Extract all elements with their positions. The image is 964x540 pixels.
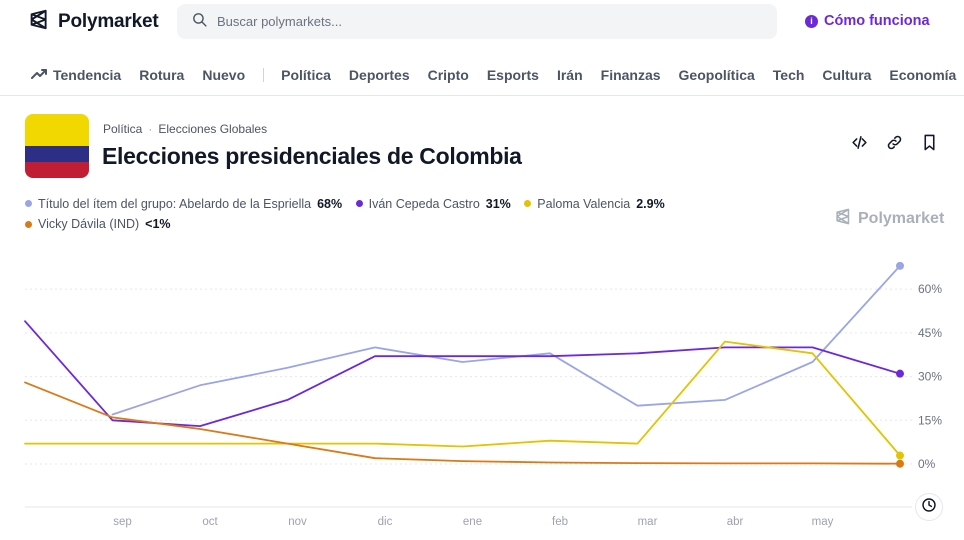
series-line: [24, 340, 901, 457]
series-line: [24, 381, 901, 465]
copy-link-button[interactable]: [885, 134, 903, 156]
legend-series-name: Título del ítem del grupo: Abelardo de l…: [38, 196, 312, 211]
code-icon: [851, 134, 868, 156]
nav-item-politica[interactable]: Política: [281, 67, 331, 83]
nav-item-rotura[interactable]: Rotura: [139, 67, 184, 83]
nav-divider: [263, 68, 265, 82]
series-endpoint: [896, 451, 904, 460]
x-tick-label: dic: [378, 516, 393, 528]
nav-item-label: Tech: [772, 67, 805, 83]
nav-item-label: Cripto: [427, 67, 469, 83]
series-line: [111, 264, 901, 416]
market-actions: [850, 134, 938, 156]
legend-swatch: [25, 220, 32, 228]
nav-item-tech[interactable]: Tech: [773, 67, 805, 83]
series-endpoint: [896, 369, 904, 378]
nav-item-label: Esports: [486, 67, 539, 83]
series-line: [24, 320, 901, 428]
how-it-works-label: Cómo funciona: [824, 13, 930, 29]
colombia-flag-image: [25, 114, 89, 178]
bookmark-icon: [922, 134, 937, 156]
nav-item-label: Cultura: [822, 67, 872, 83]
clock-icon: [921, 497, 937, 518]
x-tick-label: mar: [638, 516, 658, 528]
nav-item-cultura[interactable]: Cultura: [822, 67, 871, 83]
breadcrumb-separator: ·: [148, 122, 153, 136]
category-nav: Tendencia Rotura Nuevo Política Deportes…: [31, 64, 964, 86]
bookmark-button[interactable]: [920, 134, 938, 156]
nav-item-label: Rotura: [139, 67, 185, 83]
x-tick-label: oct: [202, 516, 218, 528]
nav-item-cripto[interactable]: Cripto: [428, 67, 469, 83]
search-bar[interactable]: [177, 4, 777, 39]
nav-item-label: Irán: [556, 67, 583, 83]
price-history-chart[interactable]: 60% 45% 30% 15% 0% sep oct nov dic ene feb mar abr ma…: [0, 250, 964, 532]
y-tick-label: 60%: [918, 282, 942, 296]
legend-series-name: Paloma Valencia: [537, 196, 631, 211]
search-icon: [191, 11, 208, 33]
legend-swatch: [25, 200, 32, 207]
y-tick-label: 15%: [918, 413, 942, 427]
nav-item-deportes[interactable]: Deportes: [349, 67, 410, 83]
y-tick-label: 30%: [918, 370, 942, 384]
nav-item-finanzas[interactable]: Finanzas: [601, 67, 661, 83]
x-tick-label: nov: [288, 516, 307, 528]
how-it-works-link[interactable]: i Cómo funciona: [805, 13, 930, 29]
legend-swatch: [524, 200, 532, 207]
legend-series-value: 2.9%: [636, 196, 665, 211]
watermark: Polymarket: [835, 208, 944, 230]
x-tick-label: may: [812, 516, 834, 528]
page-title: Elecciones presidenciales de Colombia: [102, 143, 522, 169]
x-tick-label: ene: [463, 516, 482, 528]
watermark-text: Polymarket: [858, 210, 945, 227]
series-endpoint: [896, 261, 904, 270]
brand-logo[interactable]: Polymarket: [29, 9, 159, 35]
link-icon: [886, 134, 903, 156]
polymarket-logo-icon: [835, 208, 852, 230]
nav-item-geopolitica[interactable]: Geopolítica: [679, 67, 755, 83]
top-bar: Polymarket i Cómo funciona: [0, 0, 964, 44]
trending-icon: [31, 67, 48, 83]
nav-item-label: Deportes: [348, 67, 410, 83]
nav-item-nuevo[interactable]: Nuevo: [202, 67, 245, 83]
info-icon: i: [805, 14, 818, 28]
nav-item-esports[interactable]: Esports: [487, 67, 539, 83]
legend-series-name: Iván Cepeda Castro: [368, 196, 480, 211]
nav-item-iran[interactable]: Irán: [557, 67, 583, 83]
polymarket-logo-icon: [29, 9, 50, 35]
legend-series-name: Vicky Dávila (IND): [38, 217, 140, 231]
legend-entry[interactable]: Iván Cepeda Castro 31%: [355, 194, 511, 214]
nav-item-label: Geopolítica: [678, 67, 755, 83]
legend-series-value: 68%: [317, 196, 343, 211]
nav-item-economia[interactable]: Economía: [889, 67, 956, 83]
y-tick-label: 45%: [918, 326, 942, 340]
series-endpoint: [896, 459, 904, 468]
legend-series-value: <1%: [145, 217, 171, 231]
nav-item-label: Finanzas: [600, 67, 661, 83]
legend-entry[interactable]: Vicky Dávila (IND) <1%: [25, 214, 171, 234]
nav-divider-line: [0, 95, 964, 96]
breadcrumb: Política · Elecciones Globales: [103, 122, 267, 136]
time-range-button[interactable]: [915, 493, 943, 521]
x-tick-label: sep: [113, 516, 132, 528]
breadcrumb-politica[interactable]: Política: [103, 122, 143, 136]
x-tick-label: abr: [727, 516, 744, 528]
breadcrumb-elecciones-globales[interactable]: Elecciones Globales: [158, 122, 268, 136]
legend-swatch: [355, 200, 363, 207]
nav-item-label: Tendencia: [53, 67, 122, 83]
y-tick-label: 0%: [918, 457, 936, 471]
chart-legend: Título del ítem del grupo: Abelardo de l…: [25, 193, 745, 234]
brand-name: Polymarket: [58, 11, 159, 32]
nav-item-tendencia[interactable]: Tendencia: [31, 67, 121, 83]
x-tick-label: feb: [552, 516, 568, 528]
nav-item-label: Nuevo: [202, 67, 246, 83]
nav-item-label: Economía: [889, 67, 957, 83]
legend-series-value: 31%: [485, 196, 511, 211]
legend-entry[interactable]: Paloma Valencia 2.9%: [524, 194, 665, 214]
search-input[interactable]: [217, 14, 737, 29]
embed-button[interactable]: [850, 136, 868, 154]
legend-entry[interactable]: Título del ítem del grupo: Abelardo de l…: [25, 194, 342, 214]
nav-item-label: Política: [281, 67, 331, 83]
